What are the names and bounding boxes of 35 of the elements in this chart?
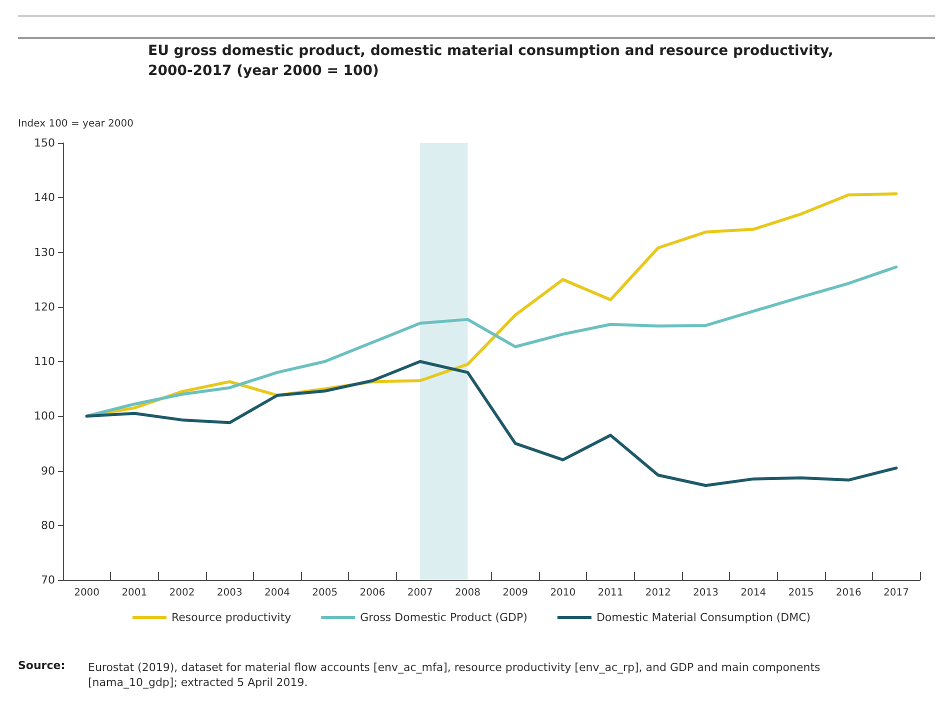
y-tick-label: 110 (34, 355, 55, 368)
y-tick-label: 130 (34, 246, 55, 259)
legend-label: Resource productivity (171, 611, 292, 624)
x-tick-label: 2007 (407, 588, 433, 598)
x-tick-label: 2014 (740, 588, 766, 598)
x-tick-label: 2015 (788, 588, 814, 598)
x-tick-label: 2006 (360, 588, 386, 598)
x-tick-label: 2009 (502, 588, 528, 598)
text: Eurostat (2019), dataset for material flow accounts [env_ac_mfa], resource productivity [env_ac_rp], and GDP and main components [nama_10_gdp]; extracted 5 April 2019. (88, 661, 821, 689)
x-tick-label: 2010 (550, 588, 576, 598)
x-tick-label: 2000 (74, 588, 100, 598)
y-axis-title: Index 100 = year 2000 (18, 118, 134, 130)
x-tick-label: 2005 (312, 588, 338, 598)
y-tick-label: 120 (34, 300, 55, 314)
x-tick-label: 2001 (122, 588, 148, 598)
y-tick-label: 90 (41, 464, 55, 478)
y-tick-label: 100 (34, 410, 55, 423)
x-tick-label: 2013 (693, 588, 718, 598)
x-tick-label: 2011 (598, 588, 624, 598)
legend-label: Domestic Material Consumption (DMC) (596, 611, 811, 624)
x-tick-label: 2004 (264, 588, 290, 598)
x-tick-label: 2017 (883, 588, 909, 598)
y-tick-label: 140 (34, 191, 55, 204)
x-tick-label: 2012 (645, 588, 671, 598)
source-note: Source: (18, 659, 66, 672)
x-tick-label: 2016 (836, 588, 862, 598)
x-tick-label: 2003 (216, 588, 242, 598)
legend-label: Gross Domestic Product (GDP) (360, 611, 528, 624)
y-tick-label: 70 (41, 574, 55, 586)
y-tick-label: 80 (41, 518, 55, 532)
x-tick-label: 2008 (454, 588, 480, 598)
y-tick-label: 150 (34, 136, 55, 150)
chart-title: EU gross domestic product, domestic material consumption and resource productivity, 2000-2017 (year 2000 = 100) (148, 43, 834, 79)
x-tick-label: 2002 (169, 588, 195, 598)
line-series (85, 360, 898, 487)
